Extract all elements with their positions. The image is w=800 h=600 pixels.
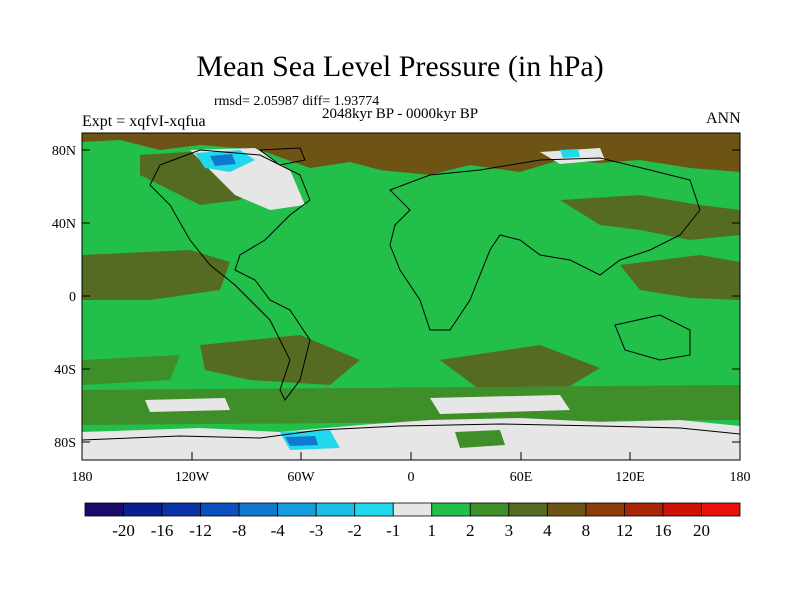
south-pacific-dark — [82, 355, 180, 385]
colorbar-label: 1 — [428, 521, 437, 540]
lon-label-120w: 120W — [175, 470, 210, 485]
colorbar-labels: -20 -16 -12 -8 -4 -3 -2 -1 1 2 3 4 8 12 16 20 — [112, 521, 710, 540]
antarctica-coast — [82, 423, 740, 441]
rmsd-diff-stats: rmsd= 2.05987 diff= 1.93774 — [214, 94, 380, 109]
lat-label-40s: 40S — [54, 363, 76, 378]
lat-label-0: 0 — [69, 290, 76, 305]
west-pacific-olive — [620, 255, 740, 300]
lat-label-40n: 40N — [52, 217, 76, 232]
antarctic-white — [82, 418, 740, 460]
colorbar-label: 3 — [505, 521, 514, 540]
lon-label-180w: 180 — [72, 470, 93, 485]
australia-coast — [614, 314, 691, 361]
colorbar-box — [123, 502, 163, 517]
siberia-cyan — [560, 149, 580, 158]
colorbar-label: -12 — [189, 521, 212, 540]
figure-title: Mean Sea Level Pressure (in hPa) — [196, 50, 604, 83]
colorbar-box — [392, 502, 433, 517]
colorbar-label: -4 — [271, 521, 286, 540]
lat-label-80n: 80N — [52, 144, 76, 159]
antarctic-blue — [285, 436, 318, 446]
colorbar-label: 4 — [543, 521, 552, 540]
colorbar-label: -20 — [112, 521, 135, 540]
colorbar-label: 20 — [693, 521, 710, 540]
colorbar-box — [315, 502, 356, 517]
lat-label-80s: 80S — [54, 436, 76, 451]
north-pacific-east-olive — [560, 195, 740, 240]
eurasia-africa-coast — [389, 157, 701, 331]
colorbar-boxes — [84, 502, 741, 517]
colorbar-box — [508, 502, 548, 517]
southern-white-patch-2 — [430, 395, 570, 414]
colorbar-label: 16 — [654, 521, 671, 540]
arctic-canada-blue — [210, 154, 236, 166]
south-indian-olive — [440, 345, 600, 392]
lon-label-60e: 60E — [510, 470, 533, 485]
colorbar-label: -1 — [386, 521, 400, 540]
experiment-label: Expt = xqfvI-xqfua — [82, 113, 206, 130]
south-pacific-olive — [200, 335, 360, 385]
coastlines — [82, 147, 740, 441]
colorbar-label: -2 — [348, 521, 362, 540]
colorbar-box — [546, 502, 587, 517]
colorbar-box — [585, 502, 625, 517]
colorbar-label: 2 — [466, 521, 475, 540]
map-fill-layer — [82, 133, 740, 460]
americas-coast — [149, 149, 311, 401]
tropical-pacific-olive — [82, 250, 230, 300]
lat-ticks — [82, 149, 740, 443]
lon-ticks — [81, 452, 741, 460]
colorbar-label: -3 — [309, 521, 323, 540]
colorbar-box — [84, 502, 124, 517]
colorbar-box — [161, 502, 201, 517]
colorbar-label: 12 — [616, 521, 633, 540]
lon-label-60w: 60W — [287, 470, 315, 485]
colorbar-box — [200, 502, 240, 517]
greenland-coast — [258, 147, 306, 166]
lon-label-180e: 180 — [730, 470, 751, 485]
southern-ocean-dark — [82, 385, 740, 425]
colorbar-box — [238, 502, 279, 517]
colorbar-box — [354, 502, 394, 517]
arctic-high-band — [82, 133, 740, 175]
colorbar-box — [469, 502, 510, 517]
lon-label-120e: 120E — [615, 470, 645, 485]
colorbar-box — [431, 502, 471, 517]
colorbar-label: -16 — [151, 521, 174, 540]
colorbar-box — [701, 502, 741, 517]
antarctic-green-patch — [455, 430, 505, 448]
colorbar-box — [624, 502, 664, 517]
colorbar-box — [277, 502, 317, 517]
period-label: 2048kyr BP - 0000kyr BP — [322, 106, 479, 122]
lon-label-0: 0 — [408, 470, 415, 485]
colorbar-label: 8 — [582, 521, 591, 540]
colorbar-label: -8 — [232, 521, 246, 540]
southern-white-patch-1 — [145, 398, 230, 412]
season-label: ANN — [706, 110, 741, 127]
colorbar-box — [662, 502, 702, 517]
